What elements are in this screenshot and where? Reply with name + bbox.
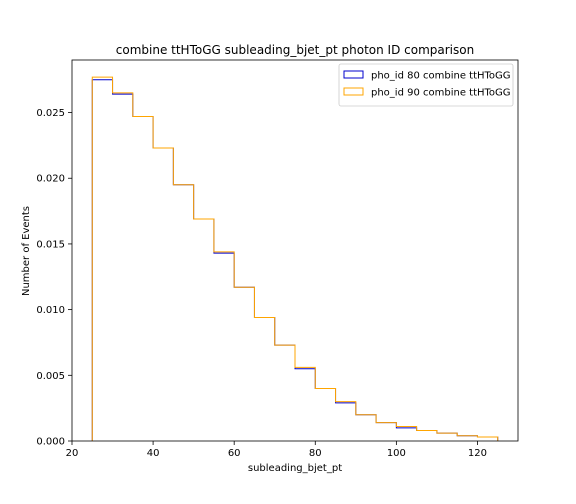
legend-label-1: pho_id 80 combine ttHToGG [371,71,511,82]
x-tick-label: 120 [468,448,487,459]
y-tick-label: 0.015 [36,239,65,250]
plot-frame [71,59,519,442]
x-tick-label: 20 [66,448,79,459]
legend-frame [338,63,514,107]
y-axis-label: Number of Events [21,206,32,296]
y-tick-label: 0.010 [36,305,65,316]
legend-swatch-1 [343,70,364,79]
x-tick-label: 60 [228,448,241,459]
y-tick-label: 0.020 [36,174,65,185]
histogram-series-2 [91,76,499,441]
x-tick-label: 40 [147,448,160,459]
series-layer [91,76,499,441]
legend-label-2: pho_id 90 combine ttHToGG [371,88,511,99]
chart-title: combine ttHToGG subleading_bjet_pt photo… [116,43,474,57]
axes-layer: 20 40 60 80 100 120 0.000 0.005 0.010 0.015 0.020 0… [36,59,519,459]
x-tick-label: 100 [387,448,406,459]
y-tick-label: 0.005 [36,371,65,382]
y-tick-label: 0.000 [36,437,65,448]
y-tick-label: 0.025 [36,108,65,119]
x-tick-label: 80 [309,448,322,459]
x-axis-label: subleading_bjet_pt [248,463,342,474]
legend-swatch-2 [343,87,364,96]
legend: pho_id 80 combine ttHToGG pho_id 90 combi… [338,63,514,107]
